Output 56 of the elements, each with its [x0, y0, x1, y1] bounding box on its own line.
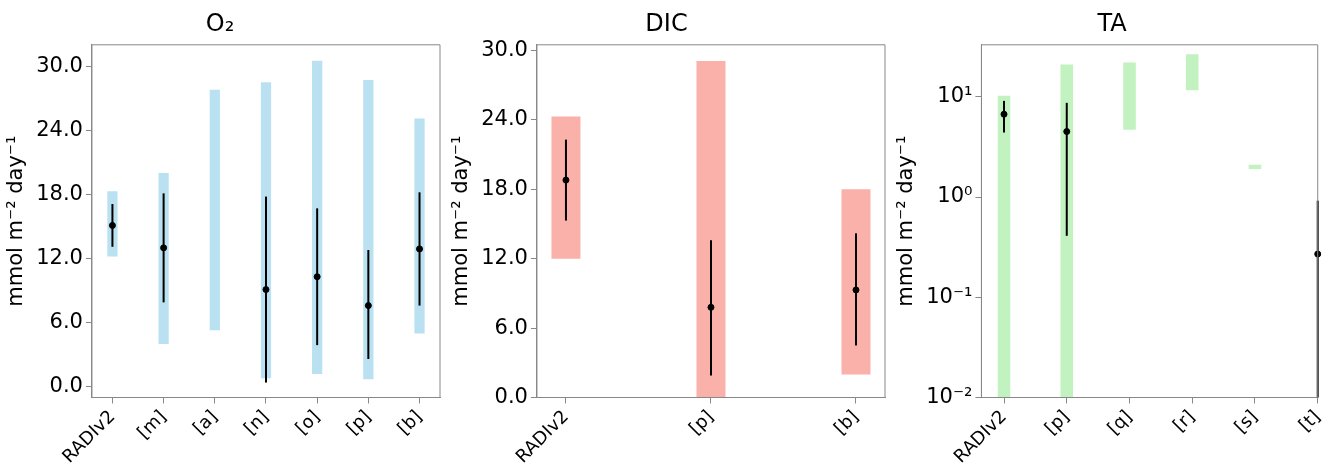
point — [707, 303, 715, 311]
point — [416, 245, 424, 253]
x-tick-label: [p] — [341, 405, 375, 439]
x-tick-label: [r] — [1168, 405, 1199, 436]
x-tick-label: [o] — [290, 405, 324, 438]
y-tick-label: 10⁻² — [926, 383, 973, 408]
point — [1314, 250, 1322, 258]
y-axis-title: mmol m⁻² day⁻¹ — [448, 135, 473, 307]
point — [1000, 110, 1008, 118]
x-tick-label: [p] — [1040, 405, 1073, 439]
point — [562, 176, 570, 184]
bar — [997, 95, 1011, 398]
point — [852, 286, 860, 294]
y-tick-label: 12.0 — [36, 245, 83, 270]
y-tick-label: 6.0 — [49, 309, 83, 334]
x-tick-label: [p] — [684, 405, 718, 439]
x-tick-label: [b] — [829, 405, 863, 439]
bar — [841, 189, 871, 375]
y-tick-label: 10¹ — [937, 83, 973, 108]
point — [1063, 128, 1071, 136]
y-axis-title: mmol m⁻² day⁻¹ — [893, 135, 918, 307]
bar — [1123, 62, 1136, 130]
x-tick-label: [n] — [239, 405, 273, 439]
chart-title: TA — [1096, 8, 1128, 37]
y-axis-title: mmol m⁻² day⁻¹ — [3, 135, 28, 307]
x-tick-label: [q] — [1102, 405, 1136, 439]
x-tick-label: [b] — [392, 405, 426, 439]
point — [364, 302, 372, 310]
bar — [312, 60, 323, 374]
chart-title: DIC — [645, 8, 688, 37]
bar — [696, 60, 726, 398]
x-tick-label: [a] — [188, 405, 221, 439]
y-tick-label: 0.0 — [494, 383, 528, 408]
x-tick-label: [s] — [1229, 405, 1262, 437]
y-tick-label: 18.0 — [36, 180, 83, 205]
bar — [551, 116, 581, 259]
y-tick-label: 6.0 — [494, 314, 528, 339]
y-tick-label: 30.0 — [481, 37, 528, 62]
bar — [1185, 54, 1199, 91]
y-tick-label: 30.0 — [36, 52, 83, 77]
y-tick-label: 12.0 — [481, 245, 528, 270]
bar — [209, 89, 220, 331]
point — [262, 286, 270, 294]
point — [313, 273, 321, 281]
y-tick-label: 10⁰ — [937, 183, 973, 208]
y-tick-label: 0.0 — [49, 373, 83, 398]
point — [160, 244, 168, 252]
y-tick-label: 24.0 — [36, 116, 83, 141]
chart-title: O₂ — [205, 8, 235, 37]
y-tick-label: 24.0 — [481, 106, 528, 131]
y-tick-label: 10⁻¹ — [926, 283, 973, 308]
point — [108, 221, 116, 229]
y-tick-label: 18.0 — [481, 175, 528, 200]
bar — [1060, 64, 1074, 398]
x-tick-label: [t] — [1294, 405, 1324, 436]
bar — [363, 80, 374, 380]
